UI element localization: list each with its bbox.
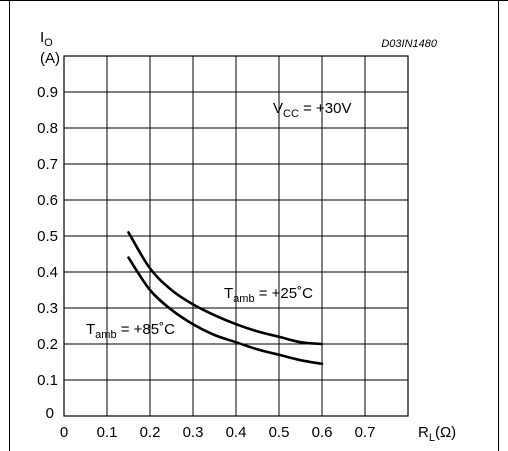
y-tick-label: 0.3 bbox=[37, 300, 58, 317]
vcc-annotation: VCC = +30V bbox=[273, 100, 351, 120]
curves bbox=[127, 231, 324, 366]
y-tick-label: 0.8 bbox=[37, 120, 58, 137]
x-tick-label: 0 bbox=[60, 424, 68, 441]
y-tick-label: 0.1 bbox=[37, 372, 58, 389]
y-axis-label: IO bbox=[40, 29, 53, 49]
y-tick-label: 0.6 bbox=[37, 192, 58, 209]
x-tick-label: 0.3 bbox=[183, 424, 204, 441]
y-tick-label: 0.2 bbox=[37, 336, 58, 353]
x-tick-label: 0.1 bbox=[97, 424, 118, 441]
x-tick-label: 0.2 bbox=[140, 424, 161, 441]
plot-frame bbox=[63, 55, 409, 417]
y-tick-label: 0.7 bbox=[37, 156, 58, 173]
x-axis-label: RL(Ω) bbox=[418, 424, 456, 444]
y-tick-label: 0.5 bbox=[37, 228, 58, 245]
curve-tamb-25c bbox=[127, 231, 324, 346]
x-tick-label: 0.6 bbox=[312, 424, 333, 441]
x-tick-label: 0.7 bbox=[355, 424, 376, 441]
y-tick-labels: 0 0.1 0.2 0.3 0.4 0.5 0.6 0.7 0.8 0.9 bbox=[37, 84, 58, 422]
x-tick-label: 0.4 bbox=[226, 424, 247, 441]
y-tick-label: 0.9 bbox=[37, 84, 58, 101]
curve-tamb-85c bbox=[127, 256, 324, 366]
series-label-85c: Tamb = +85˚C bbox=[86, 321, 175, 341]
figure-code: D03IN1480 bbox=[381, 38, 438, 50]
y-tick-label: 0.4 bbox=[37, 264, 58, 281]
grid bbox=[64, 56, 408, 416]
x-tick-label: 0.5 bbox=[269, 424, 290, 441]
series-label-25c: Tamb = +25˚C bbox=[224, 285, 313, 305]
y-axis-unit: (A) bbox=[40, 50, 60, 67]
plot-border bbox=[63, 55, 409, 417]
x-tick-labels: 0 0.1 0.2 0.3 0.4 0.5 0.6 0.7 bbox=[60, 424, 376, 441]
y-tick-label: 0 bbox=[46, 405, 54, 422]
